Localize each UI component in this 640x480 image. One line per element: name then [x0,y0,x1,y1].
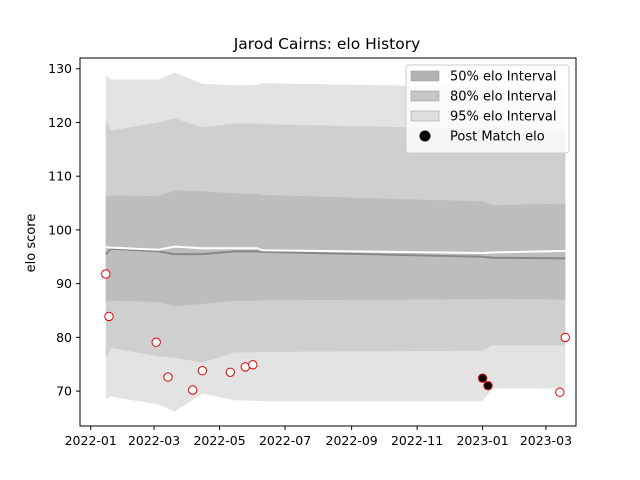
x-tick-label: 2022-03 [128,433,180,448]
legend-swatch [410,110,440,122]
legend-label: 95% elo Interval [450,110,557,125]
legend-label: Post Match elo [450,130,545,145]
upper-elo-line [105,245,566,255]
x-tick-label: 2023-03 [520,433,572,448]
x-tick-label: 2022-11 [391,433,443,448]
x-tick-label: 2022-09 [326,433,378,448]
plot-frame [79,57,577,427]
y-tick-label: 120 [48,115,72,130]
legend-box [405,64,570,154]
elo-point [248,360,258,370]
legend-swatch [410,70,440,82]
y-tick-label: 100 [48,222,72,237]
band-50-interval [105,190,566,307]
elo-point [555,387,565,397]
y-axis-title: elo score [24,214,39,273]
elo-point [560,332,570,343]
x-tick-label: 2022-07 [259,433,311,448]
y-tick-label: 70 [56,384,72,399]
y-tick-label: 110 [48,169,72,184]
x-tick-label: 2022-05 [193,433,245,448]
post-match-elo-point [483,381,493,391]
elo-point [225,367,236,377]
elo-point [188,385,198,395]
x-tick-label: 2023-01 [456,433,508,448]
legend-marker [419,130,431,142]
legend-label: 80% elo Interval [450,90,557,105]
legend-label: 50% elo Interval [450,70,557,85]
chart-title: Jarod Cairns: elo History [233,35,421,53]
post-match-elo-point [477,373,488,383]
x-tick-label: 2022-01 [65,433,117,448]
y-tick-label: 130 [48,61,72,76]
elo-point [163,372,173,382]
y-tick-label: 80 [56,330,72,345]
elo-point [151,337,161,347]
plot-area: 2022-01 2022-03 2022-05 2022-07 2022-09 2022-… [48,57,577,448]
elo-point [197,366,208,376]
legend: 50% elo Interval 80% elo Interval 95% elo … [405,64,570,154]
elo-point [101,269,111,279]
y-tick-label: 90 [56,276,72,291]
legend-swatch [410,90,440,102]
elo-point [104,311,114,322]
mean-elo-line [105,247,566,260]
